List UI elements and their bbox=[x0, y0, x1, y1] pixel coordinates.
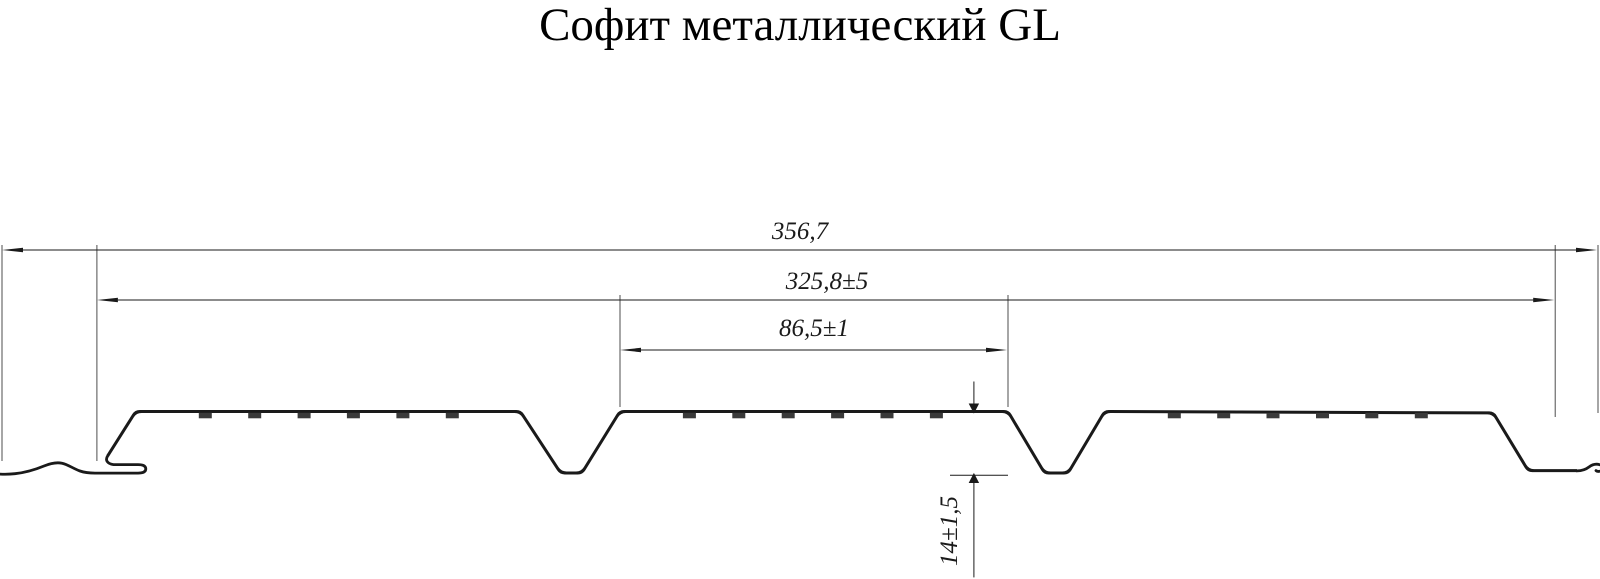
svg-text:86,5±1: 86,5±1 bbox=[779, 315, 849, 342]
svg-text:356,7: 356,7 bbox=[771, 218, 830, 245]
svg-text:325,8±5: 325,8±5 bbox=[785, 268, 868, 295]
svg-text:14±1,5: 14±1,5 bbox=[936, 496, 963, 566]
